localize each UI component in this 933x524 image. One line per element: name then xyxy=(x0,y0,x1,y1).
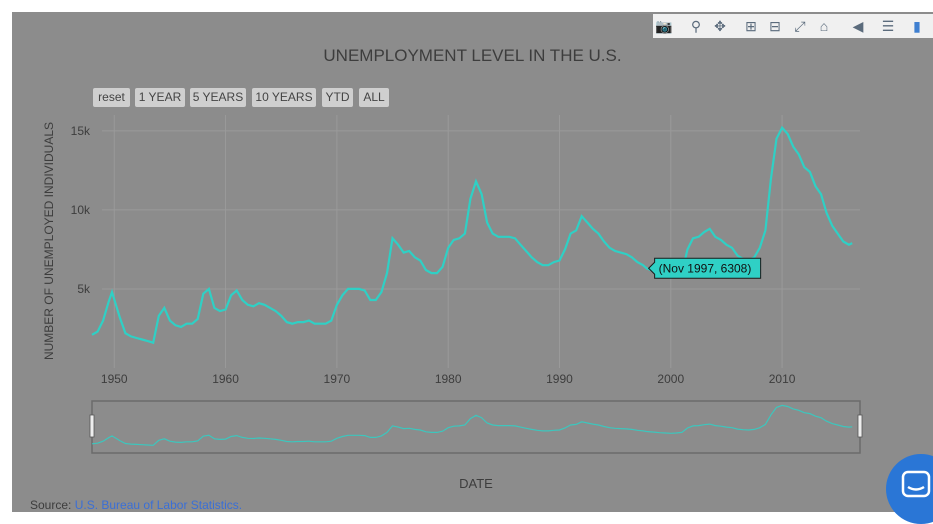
x-tick-label: 1990 xyxy=(546,372,573,386)
zoom-in-icon[interactable]: ⊞ xyxy=(745,18,757,34)
range-button-ytd[interactable]: YTD xyxy=(322,88,353,107)
plotly-logo[interactable]: ▮ xyxy=(913,18,921,34)
camera-icon[interactable]: 📷 xyxy=(655,18,673,34)
range-button-reset[interactable]: reset xyxy=(93,88,130,107)
x-tick-label: 1960 xyxy=(212,372,239,386)
range-button-1-year[interactable]: 1 YEAR xyxy=(135,88,185,107)
x-tick-label: 1970 xyxy=(324,372,351,386)
plot-area[interactable]: 1950 1960 1970 1980 1990 2000 2010 5k 10k 15k (No… xyxy=(0,0,933,512)
range-button-all[interactable]: ALL xyxy=(359,88,389,107)
source-label: Source: xyxy=(30,498,72,512)
y-tick-label: 10k xyxy=(71,203,91,217)
modebar: 📷 ⚲ ✥ ⊞ ⊟ ⤢ ⌂ ◀ ☰ ▮ xyxy=(653,14,933,38)
x-axis-label: DATE xyxy=(459,476,493,491)
range-button-10-years[interactable]: 10 YEARS xyxy=(252,88,316,107)
pan-icon[interactable]: ✥ xyxy=(714,18,726,34)
chart-title: UNEMPLOYMENT LEVEL IN THE U.S. xyxy=(323,46,622,65)
source-link[interactable]: U.S. Bureau of Labor Statistics. xyxy=(74,498,243,512)
range-slider[interactable] xyxy=(91,400,861,454)
range-slider-left-handle[interactable] xyxy=(89,414,95,438)
chat-widget-button[interactable] xyxy=(886,454,933,524)
range-button-5-years[interactable]: 5 YEARS xyxy=(190,88,246,107)
zoom-icon[interactable]: ⚲ xyxy=(690,18,702,34)
home-icon[interactable]: ⌂ xyxy=(819,18,829,34)
compare-hover-icon[interactable]: ☰ xyxy=(881,18,895,34)
y-tick-label: 15k xyxy=(71,124,91,138)
range-slider-right-handle[interactable] xyxy=(857,414,863,438)
grid xyxy=(102,115,860,368)
zoom-out-icon[interactable]: ⊟ xyxy=(769,18,781,34)
range-slider-line xyxy=(91,404,853,446)
closest-hover-icon[interactable]: ◀ xyxy=(852,18,864,34)
x-tick-label: 1950 xyxy=(101,372,128,386)
autoscale-icon[interactable]: ⤢ xyxy=(794,18,806,34)
unemployment-line xyxy=(91,125,853,345)
hover-tooltip: (Nov 1997, 6308) xyxy=(647,257,762,279)
source-note: Source: U.S. Bureau of Labor Statistics. xyxy=(30,498,242,512)
x-tick-label: 1980 xyxy=(435,372,462,386)
chat-icon xyxy=(901,470,931,498)
x-tick-label: 2010 xyxy=(769,372,796,386)
y-tick-label: 5k xyxy=(77,282,91,296)
tick-labels: 1950 1960 1970 1980 1990 2000 2010 5k 10k 15k xyxy=(71,124,796,386)
hover-tooltip-text: (Nov 1997, 6308) xyxy=(659,261,752,275)
x-tick-label: 2000 xyxy=(657,372,684,386)
